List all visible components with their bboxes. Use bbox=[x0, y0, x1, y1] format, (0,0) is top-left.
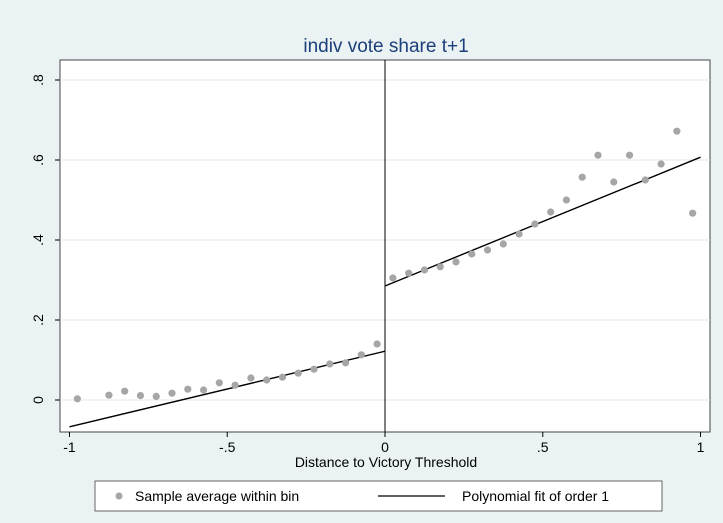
data-point bbox=[483, 246, 492, 254]
chart-title: indiv vote share t+1 bbox=[303, 36, 468, 57]
data-point bbox=[310, 365, 318, 373]
data-point bbox=[184, 385, 192, 393]
data-point bbox=[562, 196, 571, 204]
data-point bbox=[136, 392, 145, 400]
y-tick-label: .2 bbox=[30, 314, 46, 326]
data-point bbox=[168, 389, 176, 397]
data-point bbox=[673, 127, 681, 135]
y-tick-label: .6 bbox=[30, 154, 46, 166]
data-point bbox=[373, 340, 381, 348]
data-point bbox=[231, 381, 239, 389]
data-point bbox=[641, 176, 649, 184]
x-tick-label: -1 bbox=[63, 439, 76, 455]
data-point bbox=[610, 178, 618, 186]
y-tick-label: .4 bbox=[30, 234, 46, 246]
data-point bbox=[263, 376, 271, 384]
data-point bbox=[420, 266, 429, 274]
data-point bbox=[515, 230, 523, 238]
data-point bbox=[215, 379, 223, 387]
legend-point-marker bbox=[115, 492, 123, 500]
data-point bbox=[657, 160, 665, 168]
data-point bbox=[405, 269, 413, 277]
y-tick-label: 0 bbox=[30, 396, 46, 404]
data-point bbox=[578, 173, 586, 181]
data-point bbox=[278, 373, 287, 381]
data-point bbox=[357, 351, 365, 359]
data-point bbox=[326, 360, 334, 368]
data-point bbox=[121, 387, 129, 395]
x-axis-label: Distance to Victory Threshold bbox=[295, 454, 477, 470]
data-point bbox=[73, 395, 81, 403]
x-axis-ticks: -1 -.5 0 .5 1 bbox=[63, 432, 705, 455]
data-point bbox=[341, 359, 350, 367]
x-tick-label: -.5 bbox=[219, 439, 236, 455]
data-point bbox=[105, 391, 113, 399]
data-point bbox=[689, 209, 697, 217]
legend: Sample average within bin Polynomial fit… bbox=[94, 480, 663, 512]
sample-points bbox=[73, 127, 697, 403]
data-point bbox=[436, 263, 444, 271]
data-point bbox=[625, 151, 634, 159]
data-point bbox=[247, 374, 255, 382]
data-point bbox=[389, 274, 397, 282]
x-tick-label: 0 bbox=[381, 439, 389, 455]
data-point bbox=[152, 392, 160, 400]
y-tick-label: .8 bbox=[30, 74, 46, 86]
data-point bbox=[499, 240, 507, 248]
x-tick-label: .5 bbox=[537, 439, 549, 455]
data-point bbox=[531, 220, 539, 228]
x-tick-label: 1 bbox=[697, 439, 705, 455]
data-point bbox=[199, 386, 208, 394]
data-point bbox=[468, 250, 476, 258]
data-point bbox=[452, 258, 460, 266]
data-point bbox=[294, 369, 302, 377]
data-point bbox=[547, 208, 555, 216]
legend-label-fit: Polynomial fit of order 1 bbox=[462, 488, 609, 504]
legend-label-points: Sample average within bin bbox=[135, 488, 299, 504]
y-axis-ticks: 0 .2 .4 .6 .8 bbox=[30, 74, 60, 404]
data-point bbox=[594, 151, 602, 159]
